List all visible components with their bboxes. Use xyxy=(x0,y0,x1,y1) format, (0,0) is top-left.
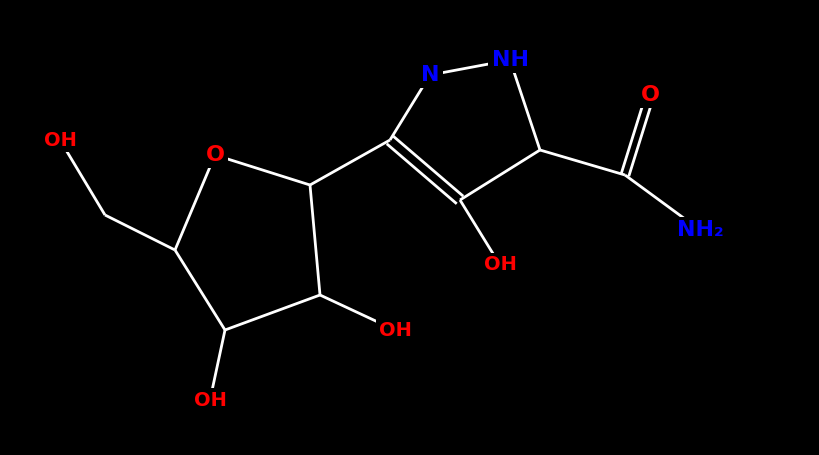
Text: OH: OH xyxy=(378,320,411,339)
Text: O: O xyxy=(206,145,224,165)
Text: OH: OH xyxy=(193,390,226,410)
Text: NH₂: NH₂ xyxy=(676,220,723,240)
Text: OH: OH xyxy=(43,131,76,150)
Text: OH: OH xyxy=(483,256,517,274)
Text: NH: NH xyxy=(491,50,528,70)
Text: N: N xyxy=(421,65,439,85)
Text: O: O xyxy=(640,85,659,105)
